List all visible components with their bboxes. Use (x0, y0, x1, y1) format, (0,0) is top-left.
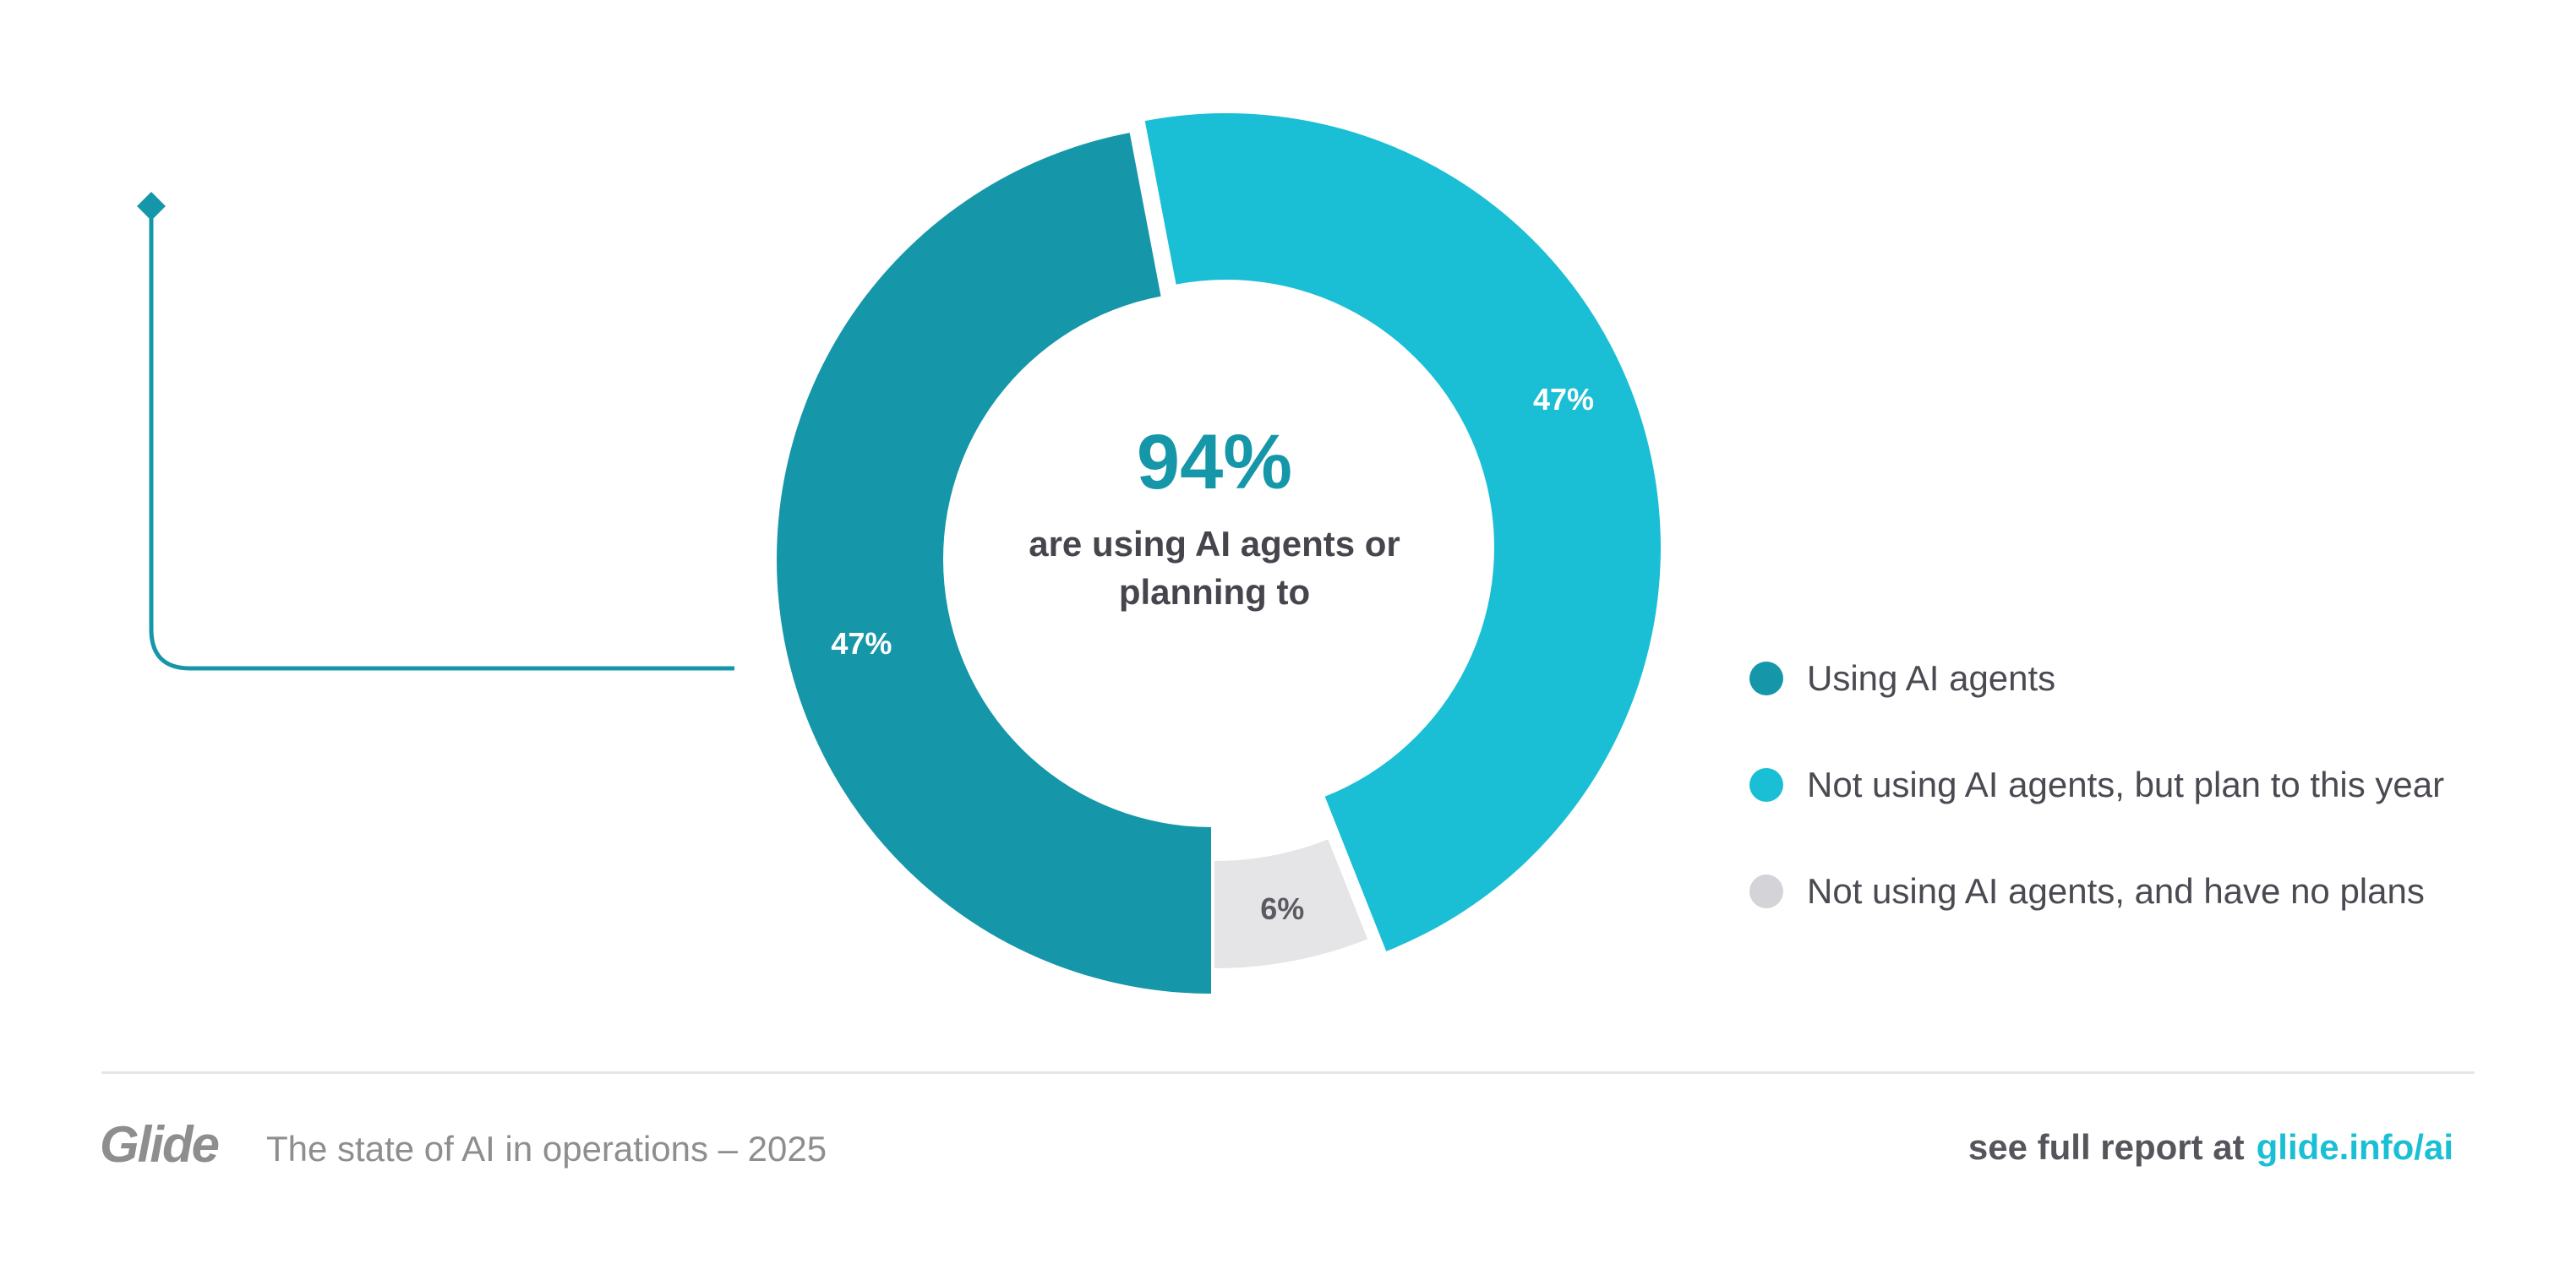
data-label: 6% (1260, 891, 1304, 926)
center-caption-line1: are using AI agents or (1029, 524, 1400, 564)
legend-item-plan: Not using AI agents, but plan to this ye… (1749, 732, 2444, 838)
slice-plan (1144, 113, 1661, 951)
decorative-bracket (137, 192, 734, 671)
center-value: 94% (1136, 419, 1293, 505)
slice-using (777, 133, 1211, 994)
legend-label: Not using AI agents, and have no plans (1807, 871, 2425, 911)
report-prefix: see full report at (1967, 1127, 2245, 1167)
slice-no-plans (1214, 839, 1368, 968)
glide-logo: Glide (100, 1116, 220, 1173)
legend-item-no-plans: Not using AI agents, and have no plans (1749, 838, 2444, 945)
legend: Using AI agents Not using AI agents, but… (1749, 625, 2444, 945)
legend-dot-icon (1749, 662, 1783, 695)
footer-subtitle: The state of AI in operations – 2025 (266, 1129, 827, 1169)
report-link[interactable]: glide.info/ai (2256, 1127, 2453, 1167)
legend-dot-icon (1749, 875, 1783, 908)
center-caption-line2: planning to (1118, 572, 1311, 612)
data-label: 47% (1533, 382, 1594, 417)
legend-label: Not using AI agents, but plan to this ye… (1807, 765, 2445, 804)
footer-report: see full report at glide.info/ai (1968, 1127, 2453, 1168)
data-label: 47% (831, 626, 892, 661)
footer-divider (101, 1071, 2475, 1074)
legend-dot-icon (1749, 768, 1783, 802)
legend-label: Using AI agents (1807, 658, 2056, 698)
legend-item-using: Using AI agents (1749, 625, 2444, 732)
center-caption: are using AI agents or planning to (961, 520, 1468, 616)
